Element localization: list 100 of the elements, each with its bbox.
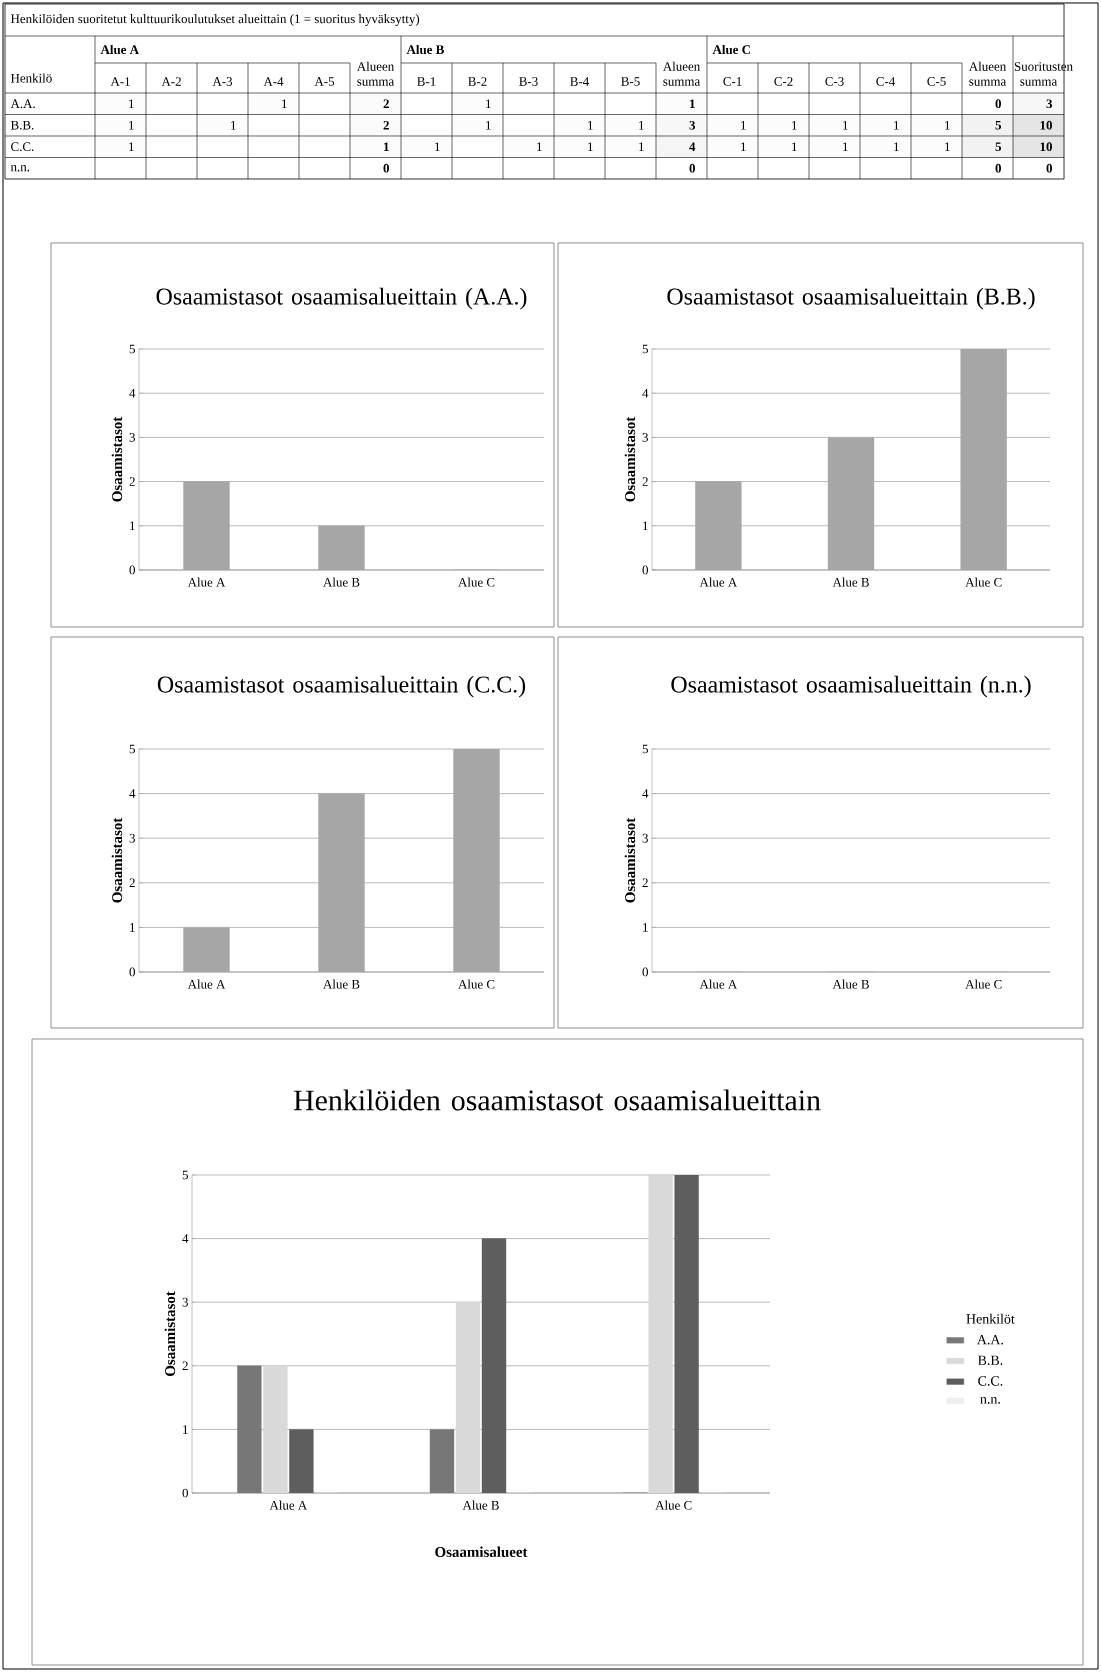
data-label: 0 (1046, 163, 1053, 173)
data-label: 1 (384, 142, 389, 152)
x-tick-label: Alue B (462, 1500, 499, 1510)
x-tick-label: C-1 (723, 77, 742, 86)
data-label: 5 (995, 142, 1002, 152)
x-tick-label: Alue C (458, 577, 495, 587)
data-label: 1 (741, 142, 746, 152)
bar (263, 1365, 288, 1493)
bar (237, 1365, 262, 1493)
y-tick-label: 0 (182, 1488, 188, 1498)
x-tick-label: Alue C (965, 979, 1002, 989)
x-tick-label: Suoritusten summa (1014, 62, 1073, 86)
bar (827, 437, 875, 570)
y-tick-label: 2 (182, 1361, 188, 1371)
x-tick-label: Alueen summa (356, 61, 395, 86)
y-tick-label: 0 (129, 565, 135, 575)
x-tick-label: A-3 (212, 77, 233, 86)
y-tick-label: 4 (129, 789, 136, 798)
legend-label: B.B. (978, 1355, 1003, 1365)
y-tick-label: 2 (642, 878, 648, 888)
chart-title: Osaamistasot osaamisalueittain (C.C.) (157, 675, 526, 698)
x-tick-label: Alue A (269, 1500, 308, 1510)
x-tick-label: Alue C (655, 1500, 692, 1510)
data-label: 5 (995, 120, 1002, 130)
x-tick-label: Alue B (323, 979, 360, 989)
x-tick-label: B-4 (570, 77, 590, 86)
x-tick-label: Alue A (187, 979, 226, 989)
x-tick-label: B-2 (468, 77, 487, 86)
bar (453, 748, 500, 972)
data-label: 1 (741, 120, 746, 130)
y-tick-label: 0 (129, 967, 135, 977)
chart-title: Osaamistasot osaamisalueittain (B.B.) (667, 287, 1035, 310)
data-label: 0 (995, 163, 1002, 173)
data-label: 1 (231, 120, 236, 130)
data-label: 2 (383, 120, 389, 130)
x-tick-label: B-3 (519, 77, 538, 86)
text: Alue B (406, 44, 444, 55)
text: Alue C (712, 44, 751, 55)
data-label: 1 (588, 142, 593, 152)
x-tick-label: Alue C (458, 979, 495, 989)
chart-title: Henkilöiden osaamistasot osaamisalueittain (293, 1089, 821, 1111)
x-tick-label: Alue A (699, 577, 738, 587)
y-tick-label: 0 (642, 967, 648, 977)
data-label: 3 (689, 120, 696, 130)
data-label: 1 (894, 142, 899, 152)
x-tick-label: Alueen summa (968, 61, 1007, 86)
legend-label: n.n. (980, 1396, 1000, 1404)
data-label: 1 (894, 120, 899, 130)
y-tick-label: 1 (183, 1425, 188, 1434)
y-tick-label: 3 (642, 433, 648, 442)
data-label: 0 (995, 99, 1002, 109)
bar (455, 1302, 481, 1493)
y-tick-label: n.n. (10, 165, 30, 172)
data-label: 1 (435, 142, 440, 152)
x-tick-label: A-2 (161, 77, 181, 86)
x-tick-label: C-5 (927, 77, 946, 86)
data-label: 1 (486, 99, 491, 109)
y-tick-label: 1 (130, 521, 135, 531)
y-tick-label: 2 (129, 878, 135, 888)
x-tick-label: Alue B (832, 979, 869, 989)
y-tick-label: 4 (642, 388, 649, 398)
x-tick-label: Alueen summa (662, 61, 701, 86)
y-axis-title: Osaamistasot (624, 416, 636, 502)
y-tick-label: C.C. (11, 142, 34, 152)
legend-label: C.C. (978, 1376, 1003, 1386)
bar (183, 927, 230, 972)
x-tick-label: Alue C (965, 577, 1002, 587)
data-label: 1 (282, 99, 287, 109)
data-label: 1 (537, 142, 542, 152)
y-tick-label: 1 (643, 521, 648, 531)
data-label: 1 (690, 99, 695, 109)
data-label: 10 (1040, 120, 1053, 130)
chart-title: Osaamistasot osaamisalueittain (n.n.) (671, 675, 1031, 698)
bar (960, 348, 1007, 570)
y-tick-label: 0 (642, 565, 648, 575)
y-tick-label: B.B. (10, 120, 34, 130)
y-tick-label: 2 (642, 477, 648, 486)
bar (318, 793, 365, 972)
y-tick-label: 5 (642, 744, 648, 754)
y-tick-label: 4 (642, 789, 649, 798)
bar (429, 1429, 455, 1493)
text: Alue A (100, 44, 139, 55)
data-label: 1 (945, 120, 950, 130)
bar (648, 1175, 673, 1493)
legend-label: A.A. (976, 1334, 1004, 1345)
x-tick-label: Alue B (832, 577, 869, 587)
x-tick-label: A-1 (110, 77, 130, 86)
x-tick-label: B-5 (621, 77, 640, 86)
y-axis-title: Osaamistasot (624, 817, 636, 903)
x-tick-label: C-2 (774, 77, 793, 86)
chart-title: Osaamistasot osaamisalueittain (A.A.) (156, 287, 527, 310)
y-axis-title: Osaamistasot (111, 416, 123, 502)
y-axis-title: Henkilö (10, 73, 52, 83)
y-tick-label: 5 (129, 744, 135, 754)
data-label: 1 (843, 142, 848, 152)
x-tick-label: A-5 (314, 77, 335, 86)
y-tick-label: 3 (129, 833, 135, 843)
data-label: 4 (689, 142, 696, 151)
data-label: 1 (945, 142, 950, 152)
data-label: 1 (843, 120, 848, 130)
